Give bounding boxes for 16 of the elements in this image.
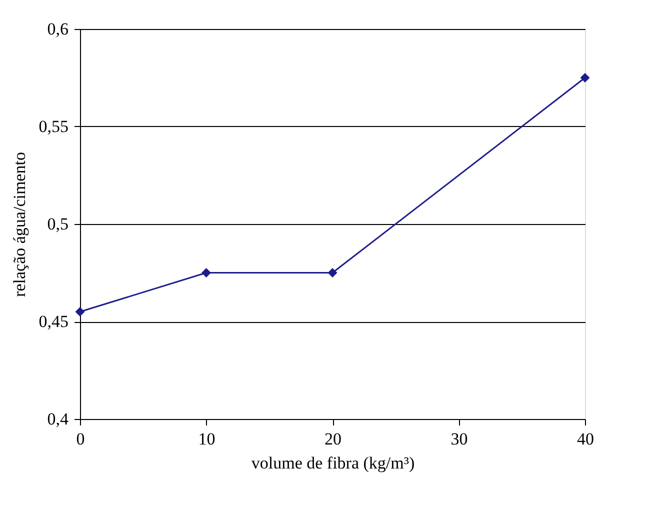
x-tick-label: 30 (450, 430, 468, 448)
y-tick-label: 0,4 (47, 410, 69, 428)
x-axis-title: volume de fibra (kg/m³) (251, 454, 415, 472)
y-tick-label: 0,6 (47, 20, 68, 38)
y-tick-label: 0,55 (38, 117, 68, 136)
x-tick-label: 10 (198, 430, 216, 448)
point (328, 268, 338, 278)
x-tick-label: 0 (76, 430, 85, 448)
x-tick-label: 20 (324, 430, 342, 448)
point (75, 307, 85, 316)
y-tick-label: 0,45 (38, 312, 68, 331)
y-axis-title: relação água/cimento (10, 152, 29, 297)
point (580, 73, 590, 82)
point (202, 268, 211, 278)
y-tick-label: 0,5 (47, 214, 68, 234)
x-tick-label: 40 (577, 430, 594, 448)
